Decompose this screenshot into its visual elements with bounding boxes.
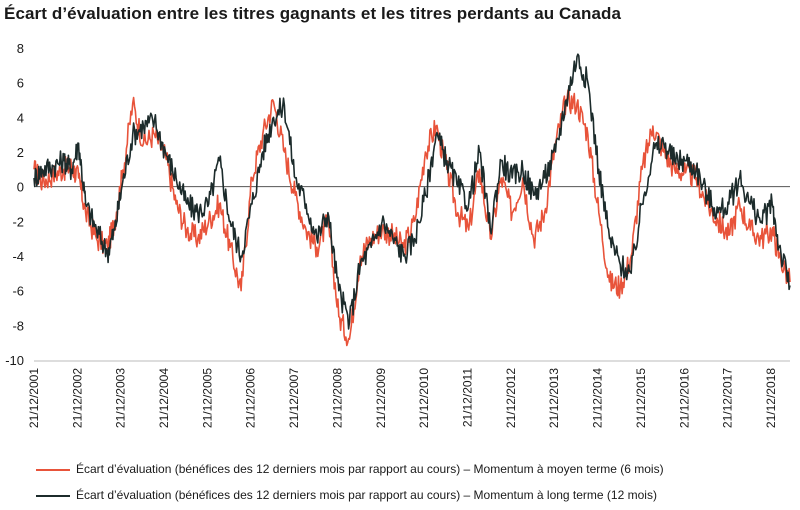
y-tick-label: 6 bbox=[17, 76, 24, 91]
y-tick-label: 8 bbox=[17, 41, 24, 56]
x-tick-label: 21/12/2003 bbox=[114, 368, 128, 428]
x-tick-label: 21/12/2007 bbox=[287, 368, 301, 428]
x-tick-label: 21/12/2004 bbox=[157, 368, 171, 428]
legend-item-medium-term: Écart d’évaluation (bénéfices des 12 der… bbox=[36, 462, 664, 476]
x-tick-label: 21/12/2015 bbox=[634, 368, 648, 428]
x-tick-label: 21/12/2013 bbox=[547, 368, 561, 428]
series-line-long-term bbox=[33, 53, 791, 330]
y-tick-label: 2 bbox=[17, 145, 24, 160]
legend-label-long-term: Écart d’évaluation (bénéfices des 12 der… bbox=[76, 488, 657, 502]
y-tick-label: 4 bbox=[17, 110, 24, 125]
x-tick-label: 21/12/2018 bbox=[764, 368, 778, 428]
legend-swatch-long-term bbox=[36, 494, 70, 497]
y-tick-label: -8 bbox=[12, 318, 24, 333]
y-axis-ticks: 8 6 4 2 0 -2 -4 -6 -8 -10 bbox=[5, 41, 24, 368]
legend-item-long-term: Écart d’évaluation (bénéfices des 12 der… bbox=[36, 488, 657, 502]
y-tick-label: 0 bbox=[17, 180, 24, 195]
series-line-medium-term bbox=[33, 89, 791, 347]
legend-swatch-medium-term bbox=[36, 468, 70, 471]
x-tick-label: 21/12/2017 bbox=[721, 368, 735, 428]
x-tick-label: 21/12/2009 bbox=[374, 368, 388, 428]
x-tick-label: 21/12/2001 bbox=[27, 368, 41, 428]
x-tick-label: 21/12/2014 bbox=[591, 368, 605, 428]
x-axis-ticks: 21/12/2001 21/12/2002 21/12/2003 21/12/2004… bbox=[27, 368, 778, 428]
y-tick-label: -2 bbox=[12, 214, 24, 229]
x-tick-label: 21/12/2006 bbox=[244, 368, 258, 428]
x-tick-label: 21/12/2005 bbox=[200, 368, 214, 428]
y-tick-label: -6 bbox=[12, 284, 24, 299]
chart-title: Écart d’évaluation entre les titres gagn… bbox=[4, 4, 622, 23]
series-layer bbox=[33, 53, 791, 347]
y-tick-label: -10 bbox=[5, 353, 24, 368]
x-tick-label: 21/12/2016 bbox=[677, 368, 691, 428]
x-tick-label: 21/12/2010 bbox=[417, 368, 431, 428]
x-tick-label: 21/12/2002 bbox=[70, 368, 84, 428]
x-tick-label: 21/12/2008 bbox=[331, 368, 345, 428]
y-tick-label: -4 bbox=[12, 249, 24, 264]
x-tick-label: 21/12/2011 bbox=[460, 368, 474, 427]
x-tick-label: 21/12/2012 bbox=[504, 368, 518, 428]
legend-label-medium-term: Écart d’évaluation (bénéfices des 12 der… bbox=[76, 462, 664, 476]
